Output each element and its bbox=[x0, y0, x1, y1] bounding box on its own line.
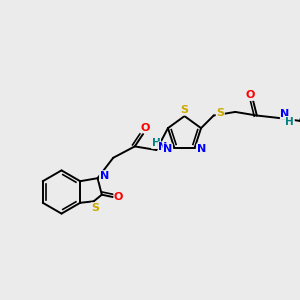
Text: S: S bbox=[91, 203, 99, 213]
Text: N: N bbox=[100, 171, 109, 181]
Text: H: H bbox=[152, 138, 161, 148]
Text: N: N bbox=[280, 109, 290, 119]
Text: N: N bbox=[163, 144, 172, 154]
Text: O: O bbox=[114, 192, 123, 202]
Text: S: S bbox=[216, 108, 224, 118]
Text: O: O bbox=[140, 123, 149, 133]
Text: N: N bbox=[158, 142, 168, 152]
Text: O: O bbox=[246, 90, 255, 100]
Text: S: S bbox=[181, 105, 188, 115]
Text: N: N bbox=[197, 144, 206, 154]
Text: H: H bbox=[286, 116, 294, 127]
